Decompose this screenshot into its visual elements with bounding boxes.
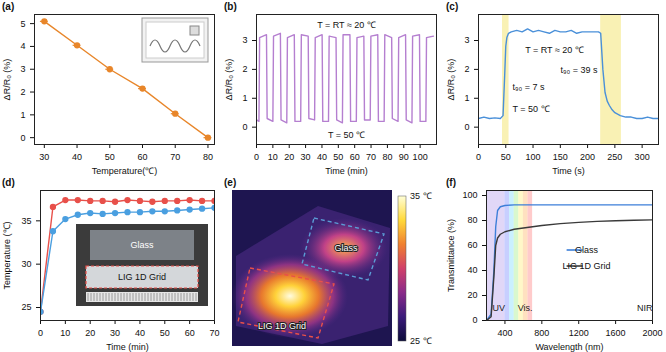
svg-text:20: 20 [467,290,477,300]
svg-text:50: 50 [105,152,115,162]
svg-text:70: 70 [366,152,376,162]
svg-text:100: 100 [462,190,477,200]
svg-text:3: 3 [20,64,25,74]
svg-text:35: 35 [21,216,31,226]
svg-text:40: 40 [467,265,477,275]
svg-text:0: 0 [476,152,481,162]
svg-text:2: 2 [20,87,25,97]
svg-text:T = 50 ℃: T = 50 ℃ [328,130,365,140]
svg-text:35 ℃: 35 ℃ [410,191,432,201]
svg-text:Time (s): Time (s) [552,166,585,176]
svg-text:100: 100 [526,152,541,162]
svg-text:Time (min): Time (min) [106,342,149,352]
svg-text:LIG 1D Grid: LIG 1D Grid [258,321,306,331]
svg-text:2: 2 [242,64,247,74]
svg-text:4: 4 [20,41,25,51]
svg-text:0: 0 [38,328,43,338]
svg-text:50: 50 [160,328,170,338]
svg-text:Transmittance (%): Transmittance (%) [446,219,456,292]
svg-text:1: 1 [464,93,469,103]
svg-text:T = 50 ℃: T = 50 ℃ [513,104,550,114]
svg-text:25: 25 [21,302,31,312]
svg-text:10: 10 [60,328,70,338]
svg-text:50: 50 [501,152,511,162]
svg-text:30: 30 [110,328,120,338]
svg-text:1600: 1600 [606,328,626,338]
svg-text:40: 40 [317,152,327,162]
svg-text:T = RT ≈ 20 ℃: T = RT ≈ 20 ℃ [525,45,584,55]
svg-text:1200: 1200 [569,328,589,338]
svg-text:70: 70 [170,152,180,162]
svg-text:400: 400 [497,328,512,338]
svg-text:800: 800 [534,328,549,338]
svg-text:30: 30 [21,259,31,269]
svg-text:Glass: Glass [575,245,599,255]
svg-text:T = RT ≈ 20 ℃: T = RT ≈ 20 ℃ [317,20,376,30]
svg-text:60: 60 [185,328,195,338]
svg-text:ΔR/R₀ (%): ΔR/R₀ (%) [446,59,456,101]
svg-text:Glass: Glass [334,243,358,253]
html-text:(d): (d) [2,177,15,188]
html-text:(a): (a) [2,1,15,12]
svg-text:2: 2 [464,64,469,74]
html-text:(e): (e) [224,177,237,188]
svg-text:80: 80 [382,152,392,162]
svg-text:3: 3 [242,35,247,45]
svg-text:300: 300 [635,152,650,162]
svg-text:ΔR/R₀ (%): ΔR/R₀ (%) [224,59,234,101]
svg-text:Temperature(℃): Temperature(℃) [92,166,158,176]
svg-text:20: 20 [85,328,95,338]
svg-text:2000: 2000 [642,328,662,338]
svg-text:0: 0 [472,315,477,325]
html-text:(f): (f) [446,177,456,188]
svg-text:100: 100 [413,152,428,162]
svg-text:150: 150 [553,152,568,162]
svg-text:10: 10 [268,152,278,162]
svg-text:200: 200 [580,152,595,162]
svg-text:Vis.: Vis. [518,303,533,313]
svg-text:Wavelength (nm): Wavelength (nm) [535,342,603,352]
svg-text:3: 3 [464,35,469,45]
svg-text:0: 0 [242,122,247,132]
svg-text:1: 1 [20,110,25,120]
svg-text:1: 1 [242,93,247,103]
svg-text:50: 50 [333,152,343,162]
svg-text:Temperature (℃): Temperature (℃) [2,221,12,289]
svg-text:t₉₀ = 7 s: t₉₀ = 7 s [513,82,546,92]
svg-text:0: 0 [464,122,469,132]
svg-text:60: 60 [137,152,147,162]
svg-text:20: 20 [284,152,294,162]
svg-text:40: 40 [72,152,82,162]
svg-text:30: 30 [39,152,49,162]
svg-text:LIG 1D Grid: LIG 1D Grid [118,272,166,282]
svg-text:NIR: NIR [637,303,653,313]
svg-text:80: 80 [467,215,477,225]
svg-text:70: 70 [209,328,219,338]
svg-text:80: 80 [203,152,213,162]
svg-text:0: 0 [20,133,25,143]
svg-text:90: 90 [399,152,409,162]
svg-text:LIG 1D Grid: LIG 1D Grid [563,261,611,271]
svg-text:40: 40 [135,328,145,338]
svg-text:t₉₀ = 39 s: t₉₀ = 39 s [560,65,598,75]
svg-text:Time (min): Time (min) [325,166,368,176]
html-text:(c): (c) [446,1,459,12]
svg-text:25 ℃: 25 ℃ [410,336,432,346]
svg-text:250: 250 [607,152,622,162]
svg-text:5: 5 [20,19,25,29]
svg-text:ΔR/R₀ (%): ΔR/R₀ (%) [2,59,12,101]
svg-text:30: 30 [301,152,311,162]
html-text:(b): (b) [224,1,237,12]
svg-text:60: 60 [350,152,360,162]
svg-text:Glass: Glass [130,240,154,250]
svg-text:UV: UV [492,303,505,313]
svg-text:60: 60 [467,240,477,250]
svg-text:0: 0 [254,152,259,162]
